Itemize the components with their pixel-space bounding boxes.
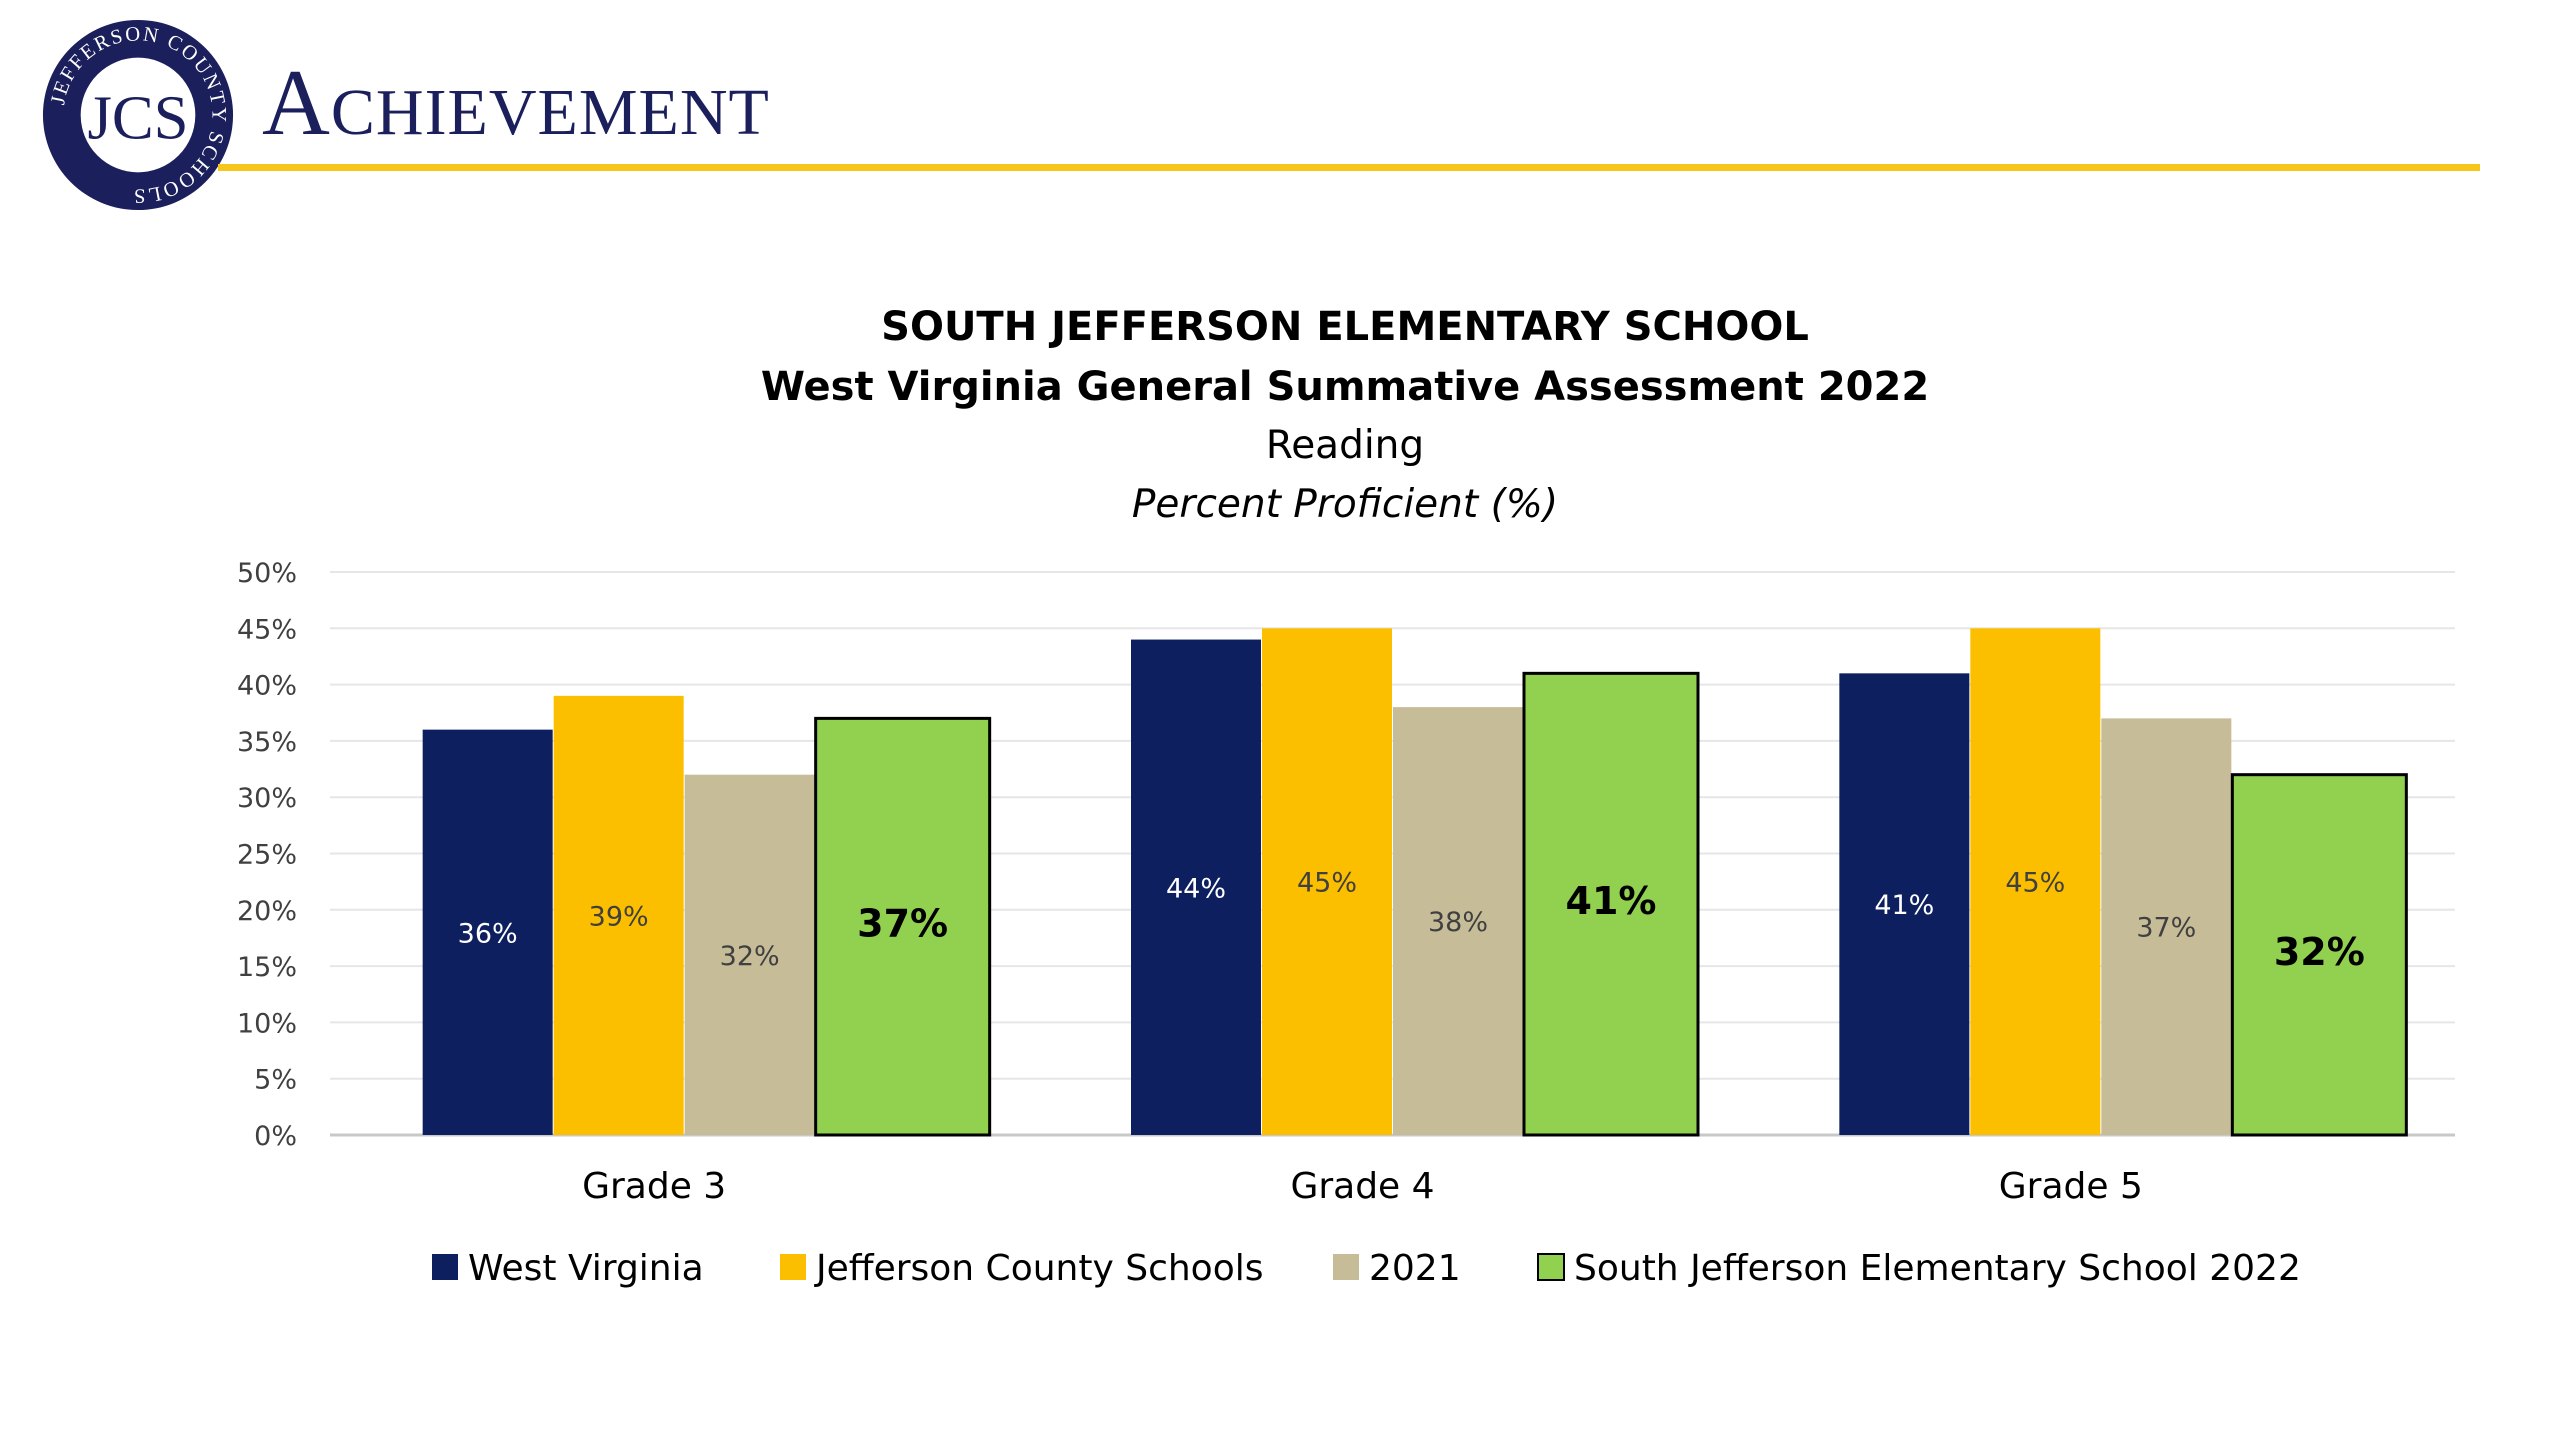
data-label: 37% [857,902,948,946]
logo-monogram: JCS [87,83,188,153]
chart-title: SOUTH JEFFERSON ELEMENTARY SCHOOL West V… [761,304,1929,527]
y-tick-label: 10% [237,1008,297,1039]
bar [1522,671,1700,1137]
y-tick-label: 5% [254,1065,297,1096]
bar [1839,673,1970,1135]
x-category-label: Grade 5 [1999,1166,2143,1207]
y-tick-label: 20% [237,896,297,927]
slide-header: JEFFERSON COUNTY SCHOOLS JCS Achievement [0,0,2560,230]
legend-swatch [1537,1253,1565,1281]
bar [1131,639,1261,1135]
legend-swatch [1333,1254,1359,1280]
bar [1970,628,2101,1135]
data-label: 44% [1166,873,1226,904]
data-label: 41% [1566,879,1657,923]
legend-label: West Virginia [468,1248,704,1289]
chart-title-line-4: Percent Proficient (%) [1132,482,1558,527]
data-label: 45% [2005,868,2065,899]
legend-label: 2021 [1369,1248,1461,1289]
y-tick-label: 45% [237,614,297,645]
data-label: 32% [720,941,780,972]
data-label: 39% [589,901,649,932]
data-label: 36% [458,918,518,949]
data-label: 32% [2274,930,2365,974]
y-tick-label: 15% [237,952,297,983]
x-category-label: Grade 3 [582,1166,726,1207]
y-tick-label: 25% [237,840,297,871]
chart-title-line-1: SOUTH JEFFERSON ELEMENTARY SCHOOL [881,304,1809,350]
data-labels: 36% 39% 32% 37% 44% 45% 38% 41% 41% 45% 37% 32% [458,868,2365,974]
school-district-logo: JEFFERSON COUNTY SCHOOLS JCS [42,19,234,211]
data-label: 45% [1297,868,1357,899]
bar [814,716,992,1137]
data-label: 38% [1428,907,1488,938]
x-axis: Grade 3 Grade 4 Grade 5 [582,1166,2143,1207]
chart-title-line-2: West Virginia General Summative Assessme… [761,364,1929,410]
slide-title: Achievement [262,51,770,155]
chart-title-line-3: Reading [1266,423,1424,468]
x-category-label: Grade 4 [1290,1166,1434,1207]
y-tick-label: 35% [237,727,297,758]
legend-swatch [432,1254,458,1280]
title-underline [218,164,2480,171]
y-tick-label: 30% [237,783,297,814]
bars [422,628,2408,1137]
data-label: 37% [2136,913,2196,944]
bar [2230,773,2408,1137]
bar [553,695,684,1135]
y-tick-label: 40% [237,671,297,702]
bar [1262,628,1392,1135]
bar [684,774,815,1135]
legend-swatch [780,1254,806,1280]
bar [2101,718,2232,1135]
y-tick-label: 50% [237,558,297,589]
bar [422,729,553,1135]
legend: West Virginia Jefferson County Schools 202… [432,1248,2301,1289]
legend-label: Jefferson County Schools [814,1248,1264,1289]
bar [1393,707,1523,1135]
y-axis: 0% 5% 10% 15% 20% 25% 30% 35% 40% 45% 50% [237,558,297,1152]
y-tick-label: 0% [254,1121,297,1152]
data-label: 41% [1874,890,1934,921]
legend-label: South Jefferson Elementary School 2022 [1574,1248,2301,1289]
gridlines [330,571,2455,1137]
